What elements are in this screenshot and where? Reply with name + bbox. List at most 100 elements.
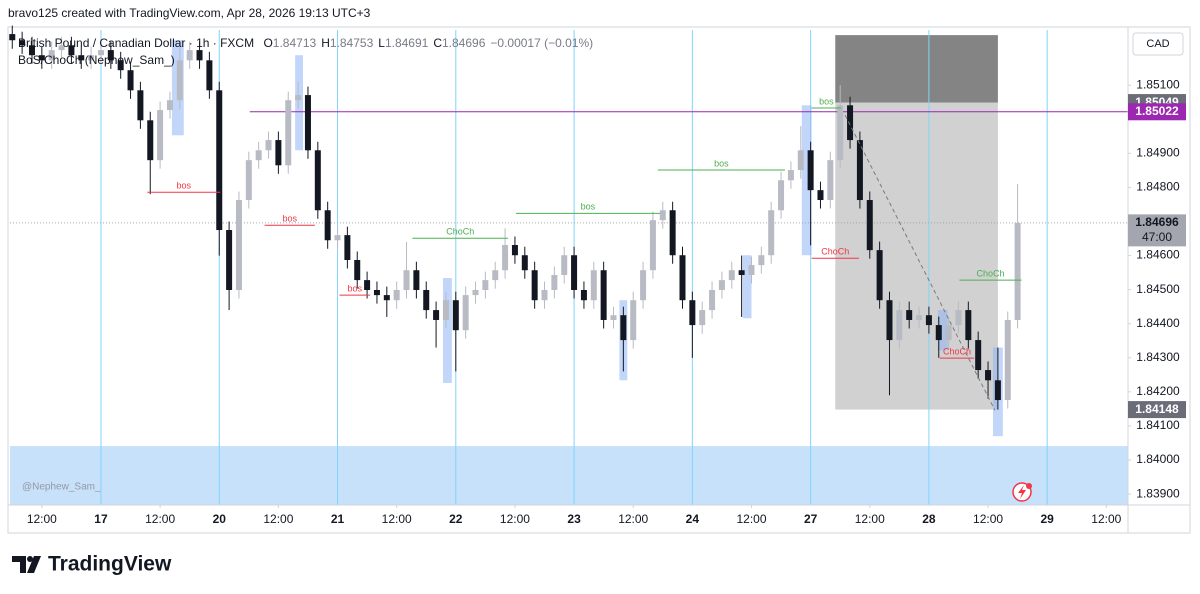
candle-body (265, 140, 272, 151)
alert-dot[interactable] (1026, 483, 1032, 489)
candle-body (206, 60, 213, 91)
candle-body (580, 289, 587, 301)
candle-body (807, 150, 814, 191)
candle-body (561, 255, 568, 275)
y-tick-label: 1.84200 (1136, 384, 1180, 398)
ohlc-value: 1.84753 (330, 36, 374, 50)
candle-body (19, 40, 26, 46)
ohlc-label: O (263, 36, 272, 50)
candle-body (196, 50, 203, 61)
candle-body (718, 280, 725, 290)
structure-label: bos (714, 158, 729, 168)
candle-body (640, 270, 647, 301)
y-tick-label: 1.84500 (1136, 282, 1180, 296)
y-tick-label: 1.84400 (1136, 316, 1180, 330)
candle-body (965, 310, 972, 341)
price-label-box (1128, 401, 1186, 419)
candle-body (38, 55, 45, 61)
candle-body (817, 190, 824, 201)
candle-body (876, 250, 883, 301)
candle-body (689, 300, 696, 326)
y-tick-label: 1.84300 (1136, 350, 1180, 364)
candle-body (659, 210, 666, 221)
y-tick-label: 1.84100 (1136, 418, 1180, 432)
candle-body (68, 45, 75, 56)
ohlc-value: 1.84696 (442, 36, 486, 50)
candle-body (827, 160, 834, 201)
candle-body (649, 220, 656, 271)
logo-mark (12, 556, 26, 573)
x-day-label: 17 (94, 512, 108, 526)
x-day-label: 28 (922, 512, 936, 526)
candle-body (482, 280, 489, 290)
candle-body (176, 60, 183, 101)
candle-body (314, 150, 321, 211)
candle-body (373, 289, 380, 296)
candle-body (778, 180, 785, 211)
price-label-box (1128, 214, 1186, 247)
candle-body (502, 245, 509, 271)
candle-body (797, 150, 804, 171)
candle-body (127, 70, 134, 91)
currency[interactable]: CAD (1146, 38, 1169, 50)
candle-body (334, 235, 341, 241)
logo-dot (27, 556, 33, 562)
candle-body (630, 300, 637, 341)
candle-body (354, 260, 361, 281)
candle-body (117, 60, 124, 71)
price-label: 1.84696 (1135, 215, 1179, 229)
candle-body (413, 270, 420, 290)
brand: TradingView (48, 553, 172, 576)
candle-body (78, 55, 85, 61)
chart-frame (7, 26, 1191, 534)
x-tick-label: 12:00 (27, 512, 57, 526)
candle-body (423, 289, 430, 311)
candle-body (511, 245, 518, 256)
candle-body (571, 255, 578, 290)
position-risk (835, 35, 998, 103)
demand-zone (10, 446, 1128, 505)
currency-button[interactable] (1132, 32, 1184, 56)
candle-body (916, 315, 923, 320)
plot: @Nephew_Sam_ 17 20 21 22 23 24 27 28 29 12:00 12:00… (9, 25, 1128, 526)
candle-body (699, 310, 706, 326)
candle-body (541, 289, 548, 301)
candle-body (472, 289, 479, 296)
candle-body (925, 315, 932, 326)
candle-body (442, 300, 449, 320)
alert-icon[interactable] (1012, 482, 1032, 502)
candle-body (364, 280, 371, 290)
x-tick-label: 12:00 (618, 512, 648, 526)
y-tick-label: 1.85100 (1136, 77, 1180, 91)
price-label: 1.85022 (1135, 104, 1179, 118)
candle-body (393, 289, 400, 301)
candle-body (620, 315, 627, 341)
candle-body (216, 90, 223, 231)
alert-bolt[interactable] (1018, 485, 1026, 499)
y-tick-label: 1.84800 (1136, 180, 1180, 194)
candle-body (186, 50, 193, 61)
indicator-name: BoS/ChoCh (Nephew_Sam_) (18, 53, 175, 67)
candle-body (551, 274, 558, 290)
price-label: 1.84148 (1135, 402, 1179, 416)
candle-body (295, 95, 302, 101)
candle-body (147, 120, 154, 161)
candle-body (975, 340, 982, 371)
candle-body (383, 295, 390, 301)
highlight (295, 55, 304, 151)
y-tick-label: 1.84600 (1136, 248, 1180, 262)
logo-slash (27, 556, 41, 573)
x-day-label: 24 (686, 512, 700, 526)
candle-body (285, 100, 292, 166)
candle-body (58, 45, 65, 51)
candle-body (521, 255, 528, 271)
candle-body (235, 200, 242, 290)
candle-body (886, 300, 893, 341)
candle-body (945, 325, 952, 341)
candle-body (955, 310, 962, 326)
candle-body (758, 255, 765, 266)
candle-body (837, 105, 844, 161)
candle-body (768, 210, 775, 256)
candle-body (610, 315, 617, 320)
candle-body (344, 235, 351, 261)
